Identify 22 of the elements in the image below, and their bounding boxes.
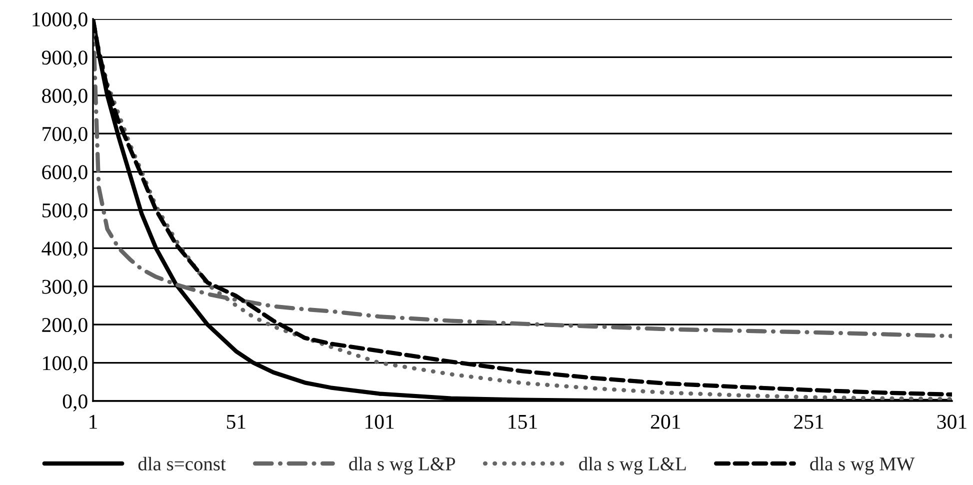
x-tick-label: 201: [650, 414, 680, 429]
x-tick-label: 101: [366, 414, 394, 429]
y-tick-label: 300,0: [42, 280, 88, 297]
x-tick-label: 51: [226, 414, 246, 429]
legend-label: dla s wg L&P: [349, 456, 456, 475]
x-tick-label: 151: [508, 414, 537, 429]
y-tick-label: 500,0: [42, 203, 88, 220]
legend-label: dla s wg L&L: [579, 456, 686, 475]
x-tick-label: 301: [937, 414, 966, 429]
y-tick-label: 1000,0: [32, 12, 88, 30]
legend-label: dla s wg MW: [810, 456, 915, 475]
y-tick-label: 100,0: [43, 356, 88, 374]
y-tick-label: 800,0: [42, 88, 88, 106]
x-tick-label: 251: [794, 414, 824, 429]
legend-label: dla s=const: [138, 456, 226, 471]
y-tick-label: 700,0: [42, 126, 88, 144]
y-tick-label: 600,0: [42, 165, 88, 182]
y-tick-label: 900,0: [42, 50, 88, 68]
y-tick-label: 400,0: [42, 242, 88, 259]
x-tick-label: 1: [90, 414, 97, 429]
y-tick-label: 200,0: [42, 318, 88, 336]
y-tick-label: 0,0: [62, 394, 88, 412]
